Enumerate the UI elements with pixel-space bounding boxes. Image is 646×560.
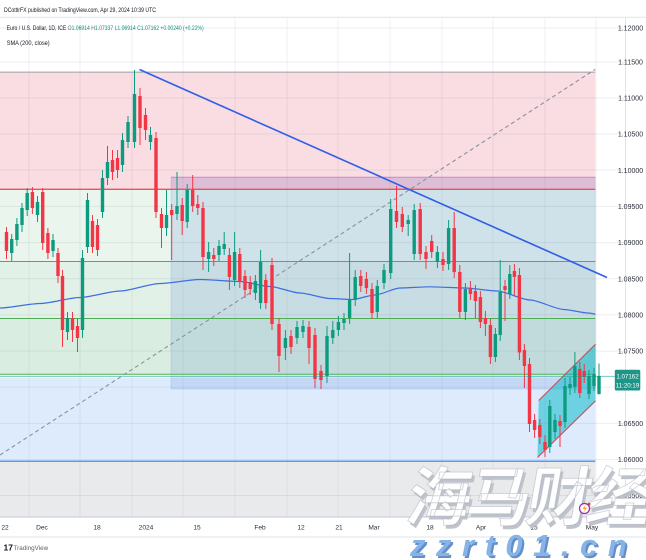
svg-text:12: 12 — [297, 525, 305, 532]
svg-text:1.07162: 1.07162 — [616, 373, 639, 380]
svg-text:1.12000: 1.12000 — [618, 26, 643, 33]
svg-text:15: 15 — [530, 525, 538, 532]
svg-text:Mar: Mar — [368, 525, 380, 532]
svg-text:zzrt01.cn: zzrt01.cn — [411, 530, 639, 560]
svg-text:17: 17 — [4, 543, 14, 553]
svg-text:SMA (200, close): SMA (200, close) — [7, 40, 50, 47]
svg-text:1.06000: 1.06000 — [618, 457, 643, 464]
svg-text:Apr: Apr — [476, 525, 487, 532]
svg-text:1.11500: 1.11500 — [618, 60, 643, 67]
svg-text:1.08500: 1.08500 — [618, 276, 643, 283]
svg-text:11:20:19: 11:20:19 — [616, 382, 640, 389]
svg-text:Dec: Dec — [36, 525, 48, 532]
svg-text:1.10500: 1.10500 — [618, 132, 643, 139]
svg-text:zzrt01.cn: zzrt01.cn — [409, 528, 637, 560]
svg-text:1.06500: 1.06500 — [618, 421, 643, 428]
svg-text:Euro / U.S. Dollar, 1D, ICE O1: Euro / U.S. Dollar, 1D, ICE O1.06914 H1.… — [7, 25, 204, 32]
svg-text:Feb: Feb — [254, 525, 266, 532]
svg-text:1.09000: 1.09000 — [618, 240, 643, 247]
svg-text:21: 21 — [335, 525, 343, 532]
svg-text:18: 18 — [426, 525, 434, 532]
svg-text:1.05500: 1.05500 — [618, 493, 643, 500]
svg-text:22: 22 — [1, 525, 9, 532]
svg-text:TradingView: TradingView — [14, 545, 49, 552]
svg-text:15: 15 — [193, 525, 201, 532]
svg-text:18: 18 — [93, 525, 101, 532]
svg-text:2024: 2024 — [139, 525, 154, 532]
svg-text:DCottlrFX published on Trading: DCottlrFX published on TradingView.com, … — [4, 7, 156, 14]
svg-text:May: May — [586, 525, 599, 532]
svg-text:1.11000: 1.11000 — [618, 96, 643, 103]
svg-text:1.09500: 1.09500 — [618, 204, 643, 211]
svg-text:1.10000: 1.10000 — [618, 168, 643, 175]
svg-text:1.08000: 1.08000 — [618, 313, 643, 320]
svg-text:1.07500: 1.07500 — [618, 349, 643, 356]
